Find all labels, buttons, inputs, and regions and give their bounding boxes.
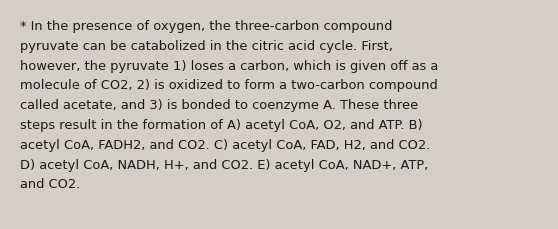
Text: called acetate, and 3) is bonded to coenzyme A. These three: called acetate, and 3) is bonded to coen… (20, 99, 418, 112)
Text: * In the presence of oxygen, the three-carbon compound: * In the presence of oxygen, the three-c… (20, 20, 392, 33)
Text: molecule of CO2, 2) is oxidized to form a two-carbon compound: molecule of CO2, 2) is oxidized to form … (20, 79, 437, 92)
Text: D) acetyl CoA, NADH, H+, and CO2. E) acetyl CoA, NAD+, ATP,: D) acetyl CoA, NADH, H+, and CO2. E) ace… (20, 158, 429, 171)
Text: pyruvate can be catabolized in the citric acid cycle. First,: pyruvate can be catabolized in the citri… (20, 40, 393, 53)
Text: steps result in the formation of A) acetyl CoA, O2, and ATP. B): steps result in the formation of A) acet… (20, 118, 422, 131)
Text: acetyl CoA, FADH2, and CO2. C) acetyl CoA, FAD, H2, and CO2.: acetyl CoA, FADH2, and CO2. C) acetyl Co… (20, 138, 430, 151)
Text: and CO2.: and CO2. (20, 178, 80, 191)
Text: however, the pyruvate 1) loses a carbon, which is given off as a: however, the pyruvate 1) loses a carbon,… (20, 59, 438, 72)
